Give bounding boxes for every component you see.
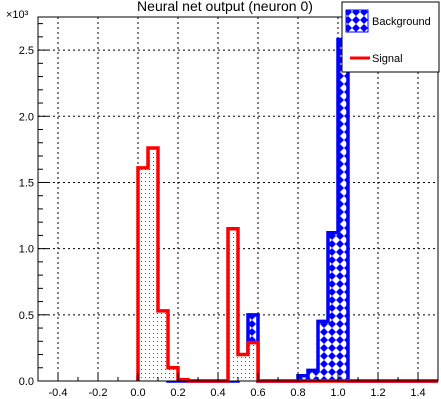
background-bar	[308, 370, 318, 381]
background-bar	[328, 232, 338, 381]
x-tick-label: 0.2	[170, 387, 185, 399]
legend-swatch-background	[345, 9, 369, 33]
legend-label-background: Background	[372, 16, 431, 28]
y-tick-label: 0.0	[19, 376, 34, 388]
signal-bar	[148, 148, 158, 381]
signal-bar	[168, 367, 178, 381]
axis-tick-labels: -0.4 -0.2 0.0 0.2 0.4 0.6 0.8 1.0 1.2 1.4 0.0 0.5 1.…	[19, 45, 426, 399]
chart-title: Neural net output (neuron 0)	[137, 0, 313, 14]
x-tick-label: 0.4	[210, 387, 225, 399]
y-tick-label: 1.5	[19, 177, 34, 189]
signal-bar	[138, 167, 148, 381]
signal-bar	[238, 354, 248, 381]
x-tick-label: -0.2	[89, 387, 108, 399]
axis-ticks	[37, 23, 439, 382]
y-tick-label: 2.0	[19, 111, 34, 123]
background-bar	[318, 321, 328, 381]
histogram-bars	[136, 37, 438, 383]
x-tick-label: 1.2	[370, 387, 385, 399]
signal-bar	[228, 228, 238, 381]
y-tick-label: 2.5	[19, 45, 34, 57]
x-tick-label: 1.4	[410, 387, 425, 399]
x-tick-label: -0.4	[49, 387, 68, 399]
y-axis-exponent-label: ×10³	[6, 9, 29, 21]
background-bar	[338, 39, 348, 381]
legend-label-signal: Signal	[372, 53, 403, 65]
background-bar	[298, 375, 308, 381]
x-tick-label: 0.8	[290, 387, 305, 399]
background-outline	[136, 37, 438, 383]
signal-bar	[158, 310, 168, 381]
y-tick-label: 1.0	[19, 244, 34, 256]
signal-bar	[248, 342, 258, 381]
x-tick-label: 1.0	[330, 387, 345, 399]
y-tick-label: 0.5	[19, 310, 34, 322]
x-tick-label: 0.0	[130, 387, 145, 399]
signal-outline	[136, 146, 438, 383]
x-tick-label: 0.6	[250, 387, 265, 399]
legend: Background Signal	[341, 1, 440, 73]
